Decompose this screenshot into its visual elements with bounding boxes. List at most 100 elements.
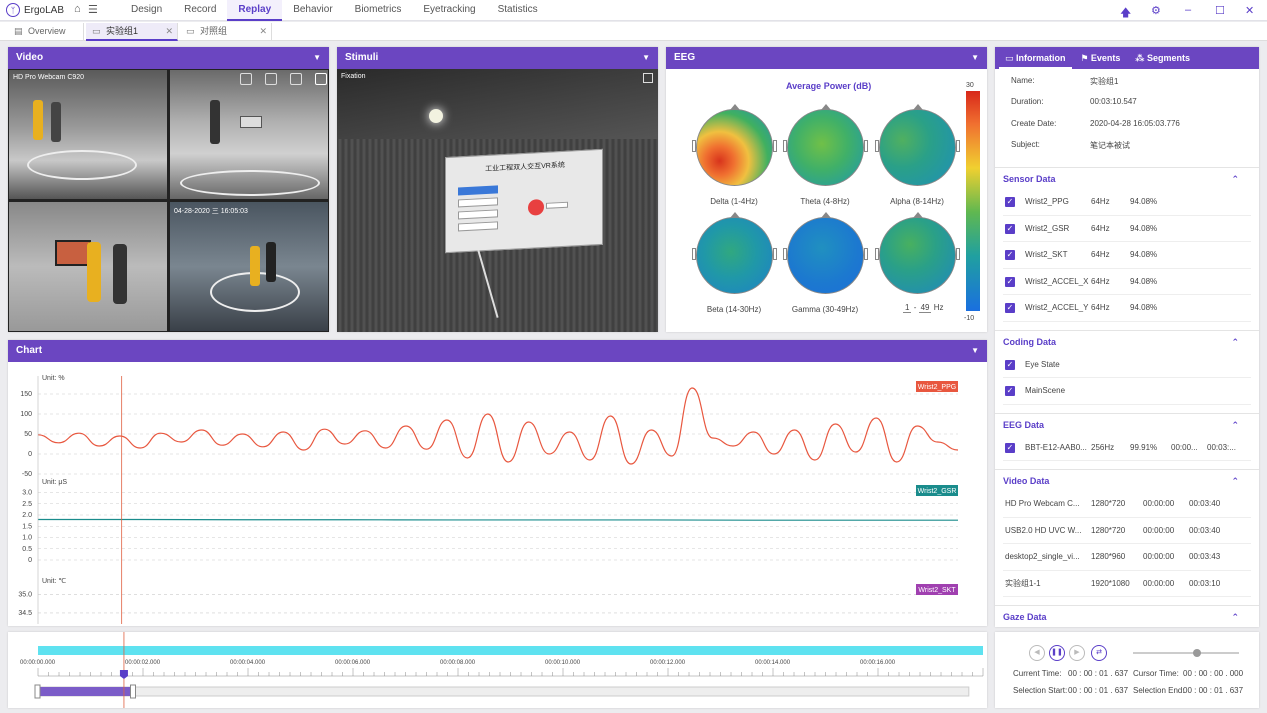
nav-replay[interactable]: Replay — [227, 0, 283, 21]
sensor-row[interactable]: ✓ Wrist2_ACCEL_X 64Hz 94.08% — [1003, 269, 1251, 295]
chevron-up-icon[interactable]: ⌃ — [1231, 612, 1239, 622]
tab-group1[interactable]: ▭ 实验组1 ✕ — [86, 23, 178, 41]
sensor-row[interactable]: ✓ Wrist2_SKT 64Hz 94.08% — [1003, 242, 1251, 269]
maximize-icon[interactable]: ☐ — [1215, 5, 1225, 17]
nav-biometrics[interactable]: Biometrics — [354, 4, 402, 15]
video-row[interactable]: desktop2_single_vi... 1280*960 00:00:00 00:… — [1003, 544, 1251, 571]
nav-behavior[interactable]: Behavior — [293, 4, 333, 15]
camera-view-2[interactable] — [169, 69, 329, 200]
checkbox-checked-icon[interactable]: ✓ — [1005, 303, 1015, 313]
selection-range[interactable] — [38, 687, 133, 696]
loop-icon[interactable]: ⇄ — [1091, 645, 1107, 661]
pause-icon[interactable]: ❚❚ — [1049, 645, 1065, 661]
checkbox-checked-icon[interactable]: ✓ — [1005, 197, 1015, 207]
video-row[interactable]: USB2.0 HD UVC W... 1280*720 00:00:00 00:03:… — [1003, 518, 1251, 544]
checkbox-checked-icon[interactable]: ✓ — [1005, 276, 1015, 287]
checkbox-checked-icon[interactable]: ✓ — [1005, 386, 1015, 396]
chevron-down-icon[interactable]: ▼ — [971, 53, 979, 62]
monitor-icon: ▭ — [186, 26, 195, 36]
nav-statistics[interactable]: Statistics — [497, 4, 538, 15]
close-icon[interactable]: ✕ — [1245, 5, 1255, 17]
gear-icon[interactable]: ⚙ — [1151, 5, 1161, 17]
camera-view-4[interactable]: 04-28-2020 三 16:05:03 — [169, 201, 329, 332]
tab-overview[interactable]: ▤ Overview — [8, 23, 84, 41]
chevron-down-icon[interactable]: ▼ — [642, 53, 650, 62]
selection-handle-left[interactable] — [34, 684, 41, 699]
tab-segments[interactable]: ⁂ Segments — [1129, 47, 1196, 69]
eeg-row[interactable]: ✓ BBT-E12-AAB0... 256Hz 99.91% 00:00... 00:03… — [1003, 435, 1251, 461]
nav-record[interactable]: Record — [184, 4, 217, 15]
tab-close-icon[interactable]: ✕ — [259, 26, 267, 36]
playhead-handle[interactable] — [119, 670, 128, 679]
checkbox-checked-icon[interactable]: ✓ — [1005, 250, 1015, 260]
sensor-data-header[interactable]: Sensor Data ⌃ — [995, 167, 1259, 189]
range-to[interactable]: 49 — [918, 303, 932, 313]
chevron-up-icon[interactable]: ⌃ — [1231, 174, 1239, 184]
eeg-data-header[interactable]: EEG Data ⌃ — [995, 412, 1259, 435]
home-icon[interactable]: ⌂ — [74, 3, 81, 15]
series-legend-label: Wrist2_PPG — [918, 384, 956, 391]
info-field-value: 2020-04-28 16:05:03.776 — [1090, 119, 1180, 128]
sensor-row[interactable]: ✓ Wrist2_GSR 64Hz 94.08% — [1003, 216, 1251, 242]
signal-chart[interactable]: 150 100 50 0 -50 Unit: % Wrist2_PPG 3.0 2.5 2.0 1.… — [8, 362, 987, 626]
topomap-beta[interactable] — [692, 212, 777, 294]
coding-row[interactable]: ✓ Eye State — [1003, 352, 1251, 378]
sensor-row[interactable]: ✓ Wrist2_PPG 64Hz 94.08% — [1003, 189, 1251, 216]
chevron-down-icon[interactable]: ▼ — [313, 53, 321, 62]
selection-handle-right[interactable] — [130, 684, 136, 699]
coding-data-header[interactable]: Coding Data ⌃ — [995, 329, 1259, 352]
tab-control[interactable]: ▭ 对照组 ✕ — [180, 23, 272, 41]
layout-grid-icon[interactable] — [315, 73, 327, 85]
y-tick-label: 100 — [20, 411, 32, 418]
time-tick-label: 00:00:02.000 — [125, 660, 161, 666]
checkbox-checked-icon[interactable]: ✓ — [1005, 442, 1015, 453]
timeline[interactable]: 00:00:00.000 00:00:02.000 00:00:04.000 00:0… — [8, 632, 987, 708]
overview-scrollbar[interactable] — [37, 686, 970, 697]
minimize-icon[interactable]: – — [1185, 4, 1192, 16]
video-row[interactable]: HD Pro Webcam C... 1280*720 00:00:00 00:03:… — [1003, 491, 1251, 518]
video-data-header[interactable]: Video Data ⌃ — [995, 469, 1259, 491]
chevron-up-icon[interactable]: ⌃ — [1231, 476, 1239, 486]
stimuli-panel-title: Stimuli — [345, 52, 379, 63]
step-back-icon[interactable]: ◀ — [1029, 645, 1045, 661]
chevron-up-icon[interactable]: ⌃ — [1231, 336, 1239, 347]
range-from[interactable]: 1 — [903, 303, 912, 313]
video-res: 1280*960 — [1091, 552, 1126, 561]
nav-design[interactable]: Design — [131, 4, 163, 15]
layout-single-icon[interactable] — [240, 73, 252, 85]
stimuli-view[interactable]: Fixation 工业工程双人交互VR系统 — [337, 69, 658, 332]
step-forward-icon[interactable]: ▶ — [1069, 645, 1085, 661]
series-legend-wrist2_gsr[interactable] — [916, 485, 958, 496]
speed-slider[interactable] — [1133, 649, 1239, 657]
camera-view-1[interactable]: HD Pro Webcam C920 — [8, 69, 168, 200]
chevron-down-icon[interactable]: ▼ — [971, 346, 979, 355]
topomap-all[interactable] — [875, 212, 960, 294]
series-legend-wrist2_skt[interactable] — [916, 584, 958, 595]
upload-icon[interactable]: 🡅 — [1120, 7, 1132, 19]
chevron-up-icon[interactable]: ⌃ — [1231, 419, 1239, 430]
layout-pip-icon[interactable] — [265, 73, 277, 85]
topomap-gamma[interactable] — [783, 212, 868, 294]
speed-slider-handle[interactable] — [1193, 649, 1201, 657]
topomap-delta[interactable] — [692, 104, 777, 186]
expand-icon[interactable] — [643, 73, 653, 83]
gaze-data-header[interactable]: Gaze Data ⌃ — [995, 605, 1259, 627]
band-range-input[interactable]: 1 - 49 Hz — [903, 303, 944, 313]
tab-close-icon[interactable]: ✕ — [165, 26, 173, 36]
coding-row[interactable]: ✓ MainScene — [1003, 378, 1251, 405]
layout-split-icon[interactable] — [290, 73, 302, 85]
video-row[interactable]: 实验组1-1 1920*1080 00:00:00 00:03:10 — [1003, 571, 1251, 597]
tab-information[interactable]: ▭ Information — [999, 47, 1072, 69]
sensor-row[interactable]: ✓ Wrist2_ACCEL_Y 64Hz 94.08% — [1003, 295, 1251, 322]
menu-icon[interactable]: ☰ — [88, 4, 98, 16]
camera-view-3[interactable] — [8, 201, 168, 332]
recording-bar[interactable] — [38, 646, 983, 655]
topomap-theta[interactable] — [783, 104, 868, 186]
nav-eyetracking[interactable]: Eyetracking — [423, 4, 476, 15]
series-legend-wrist2_ppg[interactable] — [916, 381, 958, 392]
checkbox-checked-icon[interactable]: ✓ — [1005, 223, 1015, 234]
tab-events[interactable]: ⚑ Events — [1074, 47, 1126, 69]
topomap-alpha[interactable] — [875, 104, 960, 186]
checkbox-checked-icon[interactable]: ✓ — [1005, 359, 1015, 370]
cursor-time-value: 00 : 00 : 00 . 000 — [1183, 669, 1244, 678]
